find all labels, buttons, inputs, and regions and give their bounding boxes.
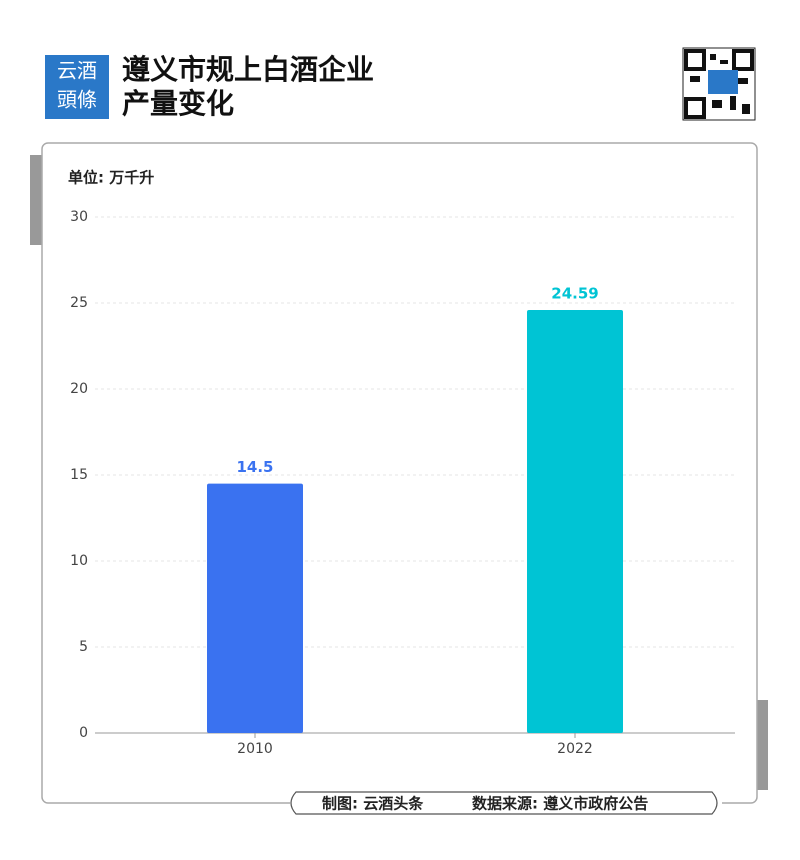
source: 数据来源: 遵义市政府公告 — [472, 795, 648, 813]
logo-text: 云酒 — [57, 59, 97, 83]
chart-title: 遵义市规上白酒企业 — [122, 53, 374, 86]
bar — [207, 483, 303, 733]
y-tick-label: 15 — [70, 467, 88, 483]
logo-text: 頭條 — [57, 88, 97, 112]
bar — [527, 310, 623, 733]
y-tick-label: 10 — [70, 553, 88, 569]
x-tick-label: 2010 — [237, 741, 273, 757]
qr-code — [682, 47, 756, 121]
logo: 云酒 頭條 — [45, 55, 109, 119]
logo-box — [45, 55, 109, 119]
value-label: 14.5 — [236, 458, 273, 476]
card — [41, 142, 758, 804]
value-label: 24.59 — [551, 285, 598, 303]
y-tick-label: 25 — [70, 295, 88, 311]
unit-label: 单位: 万千升 — [68, 169, 154, 187]
y-tick-label: 0 — [79, 725, 88, 741]
y-tick-label: 20 — [70, 381, 88, 397]
footer-pill — [290, 791, 718, 815]
chart-title: 产量变化 — [122, 87, 234, 120]
y-tick-label: 5 — [79, 639, 88, 655]
y-tick-label: 30 — [70, 209, 88, 225]
x-tick-label: 2022 — [557, 741, 593, 757]
credit: 制图: 云酒头条 — [322, 795, 424, 813]
